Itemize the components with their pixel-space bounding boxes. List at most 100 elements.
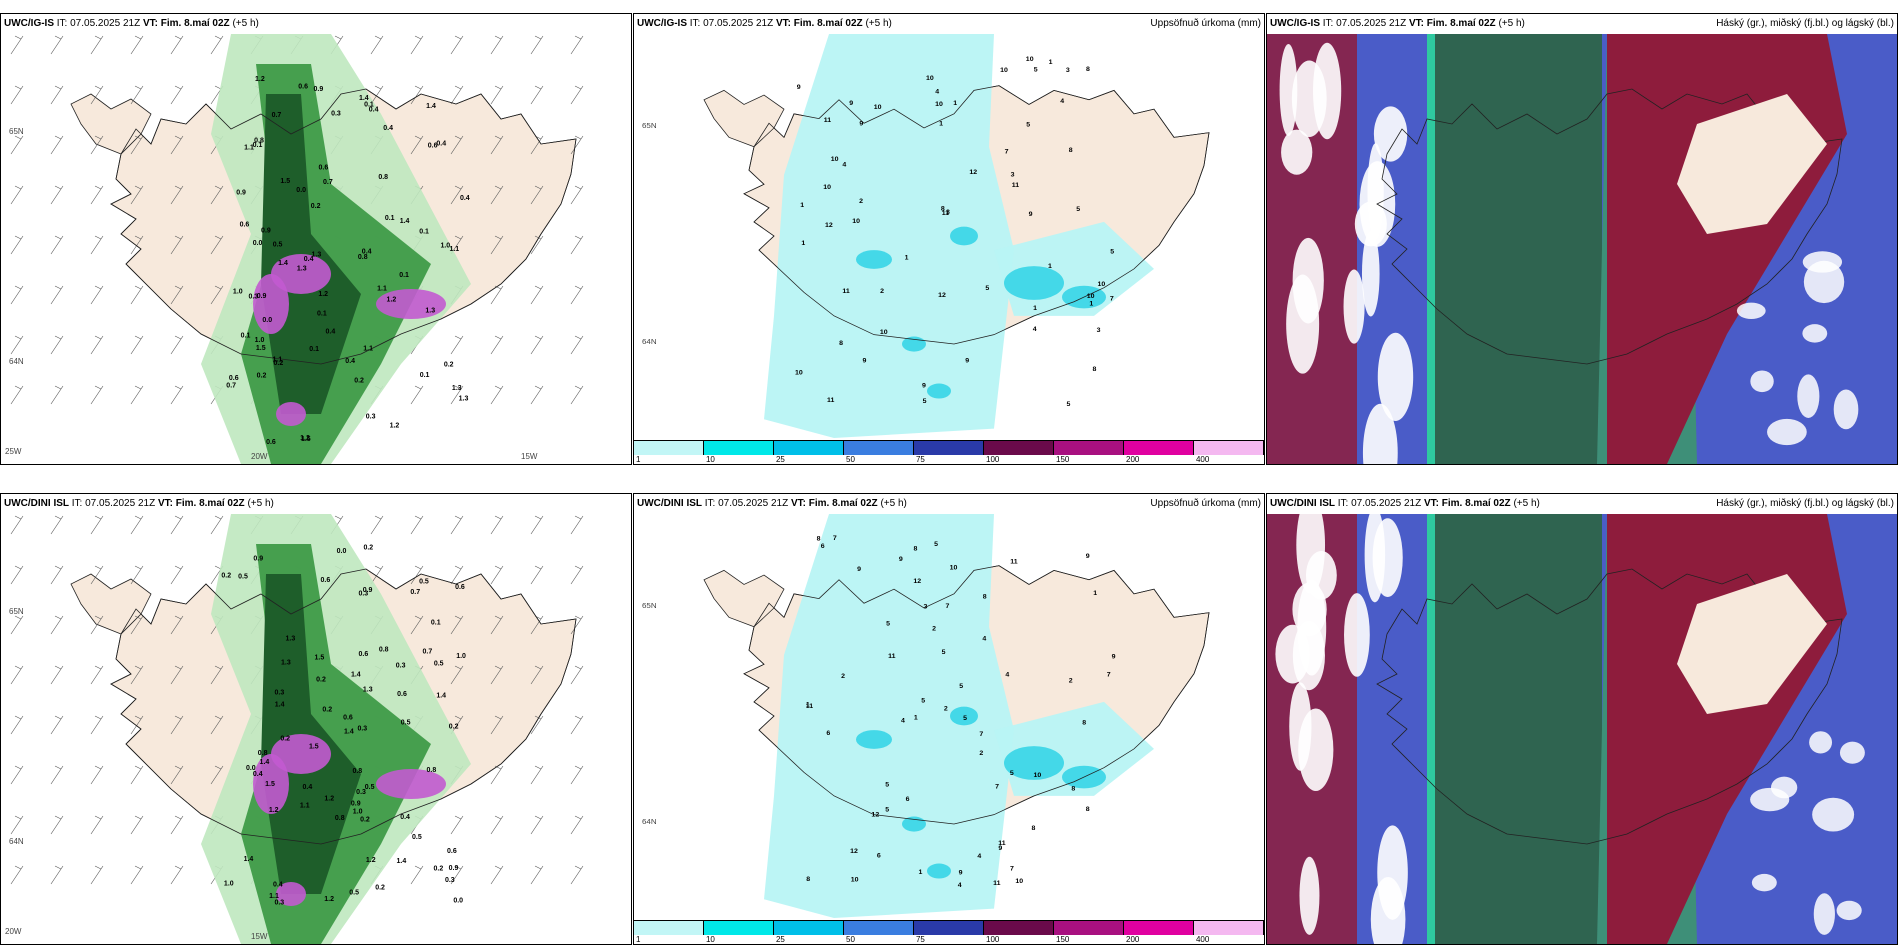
wind-barb <box>50 35 64 55</box>
value-label: 1.1 <box>273 356 283 363</box>
lead-time: (+5 h) <box>232 18 259 29</box>
value-label: 0.3 <box>275 689 285 696</box>
value-label: 1.4 <box>278 260 288 267</box>
accum-label: 11 <box>824 117 832 124</box>
value-label: 1.4 <box>426 103 436 110</box>
value-label: 0.6 <box>397 691 407 698</box>
accum-label: 9 <box>797 84 801 91</box>
value-label: 0.7 <box>272 112 282 119</box>
value-label: 0.4 <box>369 107 379 114</box>
wind-barb <box>410 865 424 885</box>
axis-label: 64N <box>642 817 657 826</box>
value-label: 1.5 <box>280 178 290 185</box>
wind-barb <box>130 135 144 155</box>
value-label: 0.3 <box>248 293 258 300</box>
cloud-gap <box>1343 269 1365 344</box>
legend-swatch <box>1124 921 1194 935</box>
value-label: 0.7 <box>423 648 433 655</box>
cloud-gap <box>1373 106 1408 162</box>
accum-label: 1 <box>1089 301 1093 308</box>
wind-barb <box>450 815 464 835</box>
accum-label: 5 <box>885 806 889 813</box>
valid-label: VT: <box>775 18 791 29</box>
value-label: 0.3 <box>356 789 366 796</box>
cloud-gap <box>1833 389 1859 430</box>
westfjords <box>703 89 785 148</box>
accum-label: 1 <box>1049 59 1053 66</box>
value-label: 0.2 <box>280 735 290 742</box>
wind-barb <box>50 335 64 355</box>
value-label: 0.1 <box>364 102 374 109</box>
legend-swatch <box>844 921 914 935</box>
wind-barb <box>50 385 64 405</box>
accum-label: 1 <box>806 701 810 708</box>
value-label: 1.1 <box>377 285 387 292</box>
accum-label: 10 <box>852 218 860 225</box>
wind-barb <box>410 565 424 585</box>
init-time: IT: 07.05.2025 21Z <box>56 18 141 29</box>
accum-label: 5 <box>885 782 889 789</box>
map-area <box>1267 34 1897 464</box>
cloud-gap <box>1836 900 1862 921</box>
value-label: 0.0 <box>296 187 306 194</box>
value-label: 0.1 <box>309 346 319 353</box>
accum-label: 1 <box>800 202 804 209</box>
cloud-gap <box>1344 593 1370 677</box>
legend-swatch <box>914 921 984 935</box>
legend-swatch <box>1194 441 1264 455</box>
wind-barb <box>90 515 104 535</box>
legend-tick: 75 <box>915 935 925 944</box>
value-label: 1.4 <box>397 858 407 865</box>
accum-label: 12 <box>825 222 833 229</box>
wind-barb <box>530 565 544 585</box>
axis-label: 20W <box>251 452 268 461</box>
clear-sky-area <box>1677 94 1827 234</box>
legend-swatch <box>1124 441 1194 455</box>
value-label: 0.8 <box>358 254 368 261</box>
accum-label: 7 <box>946 603 950 610</box>
wind-barb <box>10 615 24 635</box>
value-label: 0.1 <box>420 372 430 379</box>
value-label: 1.0 <box>233 289 243 296</box>
value-label: 0.8 <box>335 815 345 822</box>
legend-tick: 10 <box>705 455 715 464</box>
wind-barb <box>130 665 144 685</box>
value-label: 0.4 <box>326 329 336 336</box>
value-label: 0.2 <box>449 723 459 730</box>
accum-label: 9 <box>859 120 863 127</box>
accum-label: 9 <box>1112 653 1116 660</box>
value-label: 1.0 <box>353 808 363 815</box>
cloud-dark <box>261 94 361 414</box>
wind-barb <box>50 565 64 585</box>
accum-label: 10 <box>795 369 803 376</box>
wind-barb <box>570 865 584 885</box>
accum-label: 10 <box>1034 772 1042 779</box>
value-label: 0.4 <box>383 125 393 132</box>
wind-barb <box>450 385 464 405</box>
cloud-gap <box>1292 237 1324 324</box>
wind-barb <box>490 815 504 835</box>
wind-barb <box>210 35 224 55</box>
legend-tick: 400 <box>1195 455 1210 464</box>
valid-time: Fim. 8.maí 02Z <box>808 498 878 509</box>
value-label: 1.5 <box>309 744 319 751</box>
wind-barb <box>130 335 144 355</box>
wind-barb <box>570 765 584 785</box>
wind-barb <box>50 185 64 205</box>
wind-barb <box>10 515 24 535</box>
accum-label: 11 <box>842 288 850 295</box>
wind-barb <box>410 135 424 155</box>
accum-label: 1 <box>1048 263 1052 270</box>
wind-barb <box>490 615 504 635</box>
model-name: UWC/IG-IS <box>4 18 54 29</box>
value-label: 0.9 <box>253 556 263 563</box>
value-label: 0.9 <box>363 587 373 594</box>
coastline <box>743 85 1210 345</box>
wind-barb <box>90 865 104 885</box>
accum-label: 7 <box>1005 149 1009 156</box>
wind-barb <box>530 665 544 685</box>
wind-barb <box>570 385 584 405</box>
accum-label: 12 <box>913 578 921 585</box>
value-label: 1.2 <box>324 896 334 903</box>
wind-barb <box>10 235 24 255</box>
